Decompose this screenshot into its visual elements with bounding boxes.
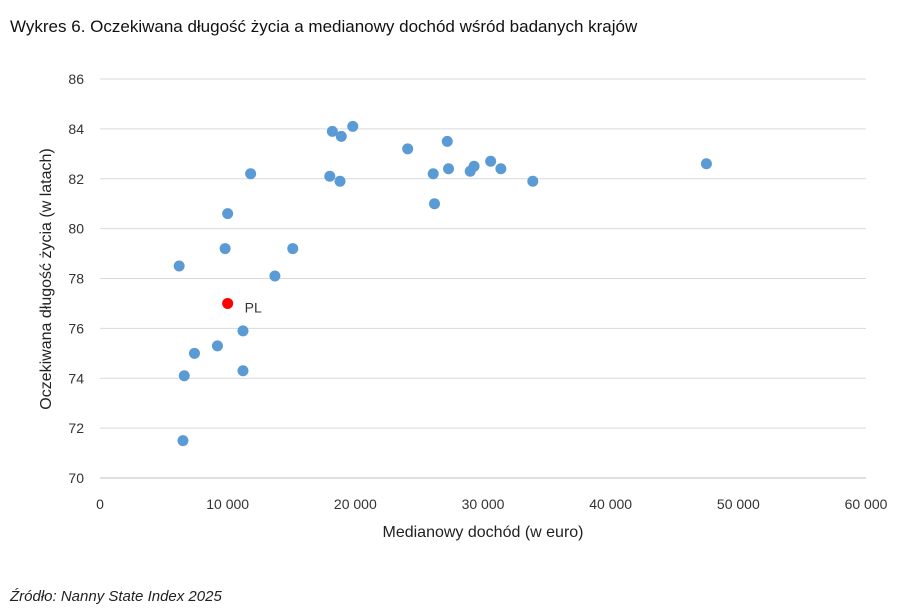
x-tick-label: 40 000	[589, 496, 632, 512]
data-point	[427, 168, 439, 180]
x-axis-ticks: 0 10 000 20 000 30 000 40 000 50 000 60 000	[96, 496, 888, 512]
data-point	[245, 168, 257, 180]
data-point	[334, 175, 346, 187]
x-tick-label: 30 000	[462, 496, 505, 512]
data-point	[237, 365, 249, 377]
data-point	[443, 163, 455, 175]
x-tick-label: 20 000	[334, 496, 377, 512]
data-point	[335, 130, 347, 142]
data-point	[222, 208, 234, 220]
data-point-label: PL	[245, 299, 262, 315]
data-points: PL	[173, 120, 712, 447]
data-point	[527, 175, 539, 187]
data-point	[495, 163, 507, 175]
data-point	[287, 243, 299, 255]
data-point	[219, 243, 231, 255]
y-tick-label: 80	[68, 221, 84, 237]
data-point	[173, 260, 185, 272]
data-point-highlight	[222, 297, 234, 309]
data-point	[211, 340, 223, 352]
y-axis-ticks: 70 72 74 76 78 80 82 84 86	[68, 71, 84, 486]
data-point	[177, 435, 189, 447]
y-tick-label: 70	[68, 470, 84, 486]
data-point	[347, 120, 359, 132]
y-tick-label: 82	[68, 171, 84, 187]
y-tick-label: 72	[68, 420, 84, 436]
grid-lines	[100, 78, 866, 479]
y-tick-label: 86	[68, 71, 84, 87]
x-tick-label: 50 000	[717, 496, 760, 512]
y-tick-label: 76	[68, 320, 84, 336]
data-point	[428, 198, 440, 210]
data-point	[237, 325, 249, 337]
x-tick-label: 10 000	[206, 496, 249, 512]
data-point	[188, 347, 200, 359]
x-axis-label: Medianowy dochód (w euro)	[383, 524, 584, 541]
data-point	[700, 158, 712, 170]
data-point	[441, 135, 453, 147]
y-axis-label: Oczekiwana długość życia (w latach)	[38, 148, 55, 409]
data-point	[326, 125, 338, 137]
x-tick-label: 60 000	[845, 496, 888, 512]
data-point	[402, 143, 414, 155]
data-point	[178, 370, 190, 382]
y-tick-label: 74	[68, 370, 84, 386]
y-tick-label: 78	[68, 271, 84, 287]
data-point	[324, 170, 336, 182]
data-point	[468, 160, 480, 172]
scatter-chart: 70 72 74 76 78 80 82 84 86 0 10 000 20 000 30 000 40…	[38, 71, 888, 541]
data-point	[485, 155, 497, 167]
y-tick-label: 84	[68, 121, 84, 137]
x-tick-label: 0	[96, 496, 104, 512]
chart-title: Wykres 6. Oczekiwana długość życia a med…	[10, 17, 638, 36]
source-note: Źródło: Nanny State Index 2025	[10, 588, 222, 605]
data-point	[269, 270, 281, 282]
